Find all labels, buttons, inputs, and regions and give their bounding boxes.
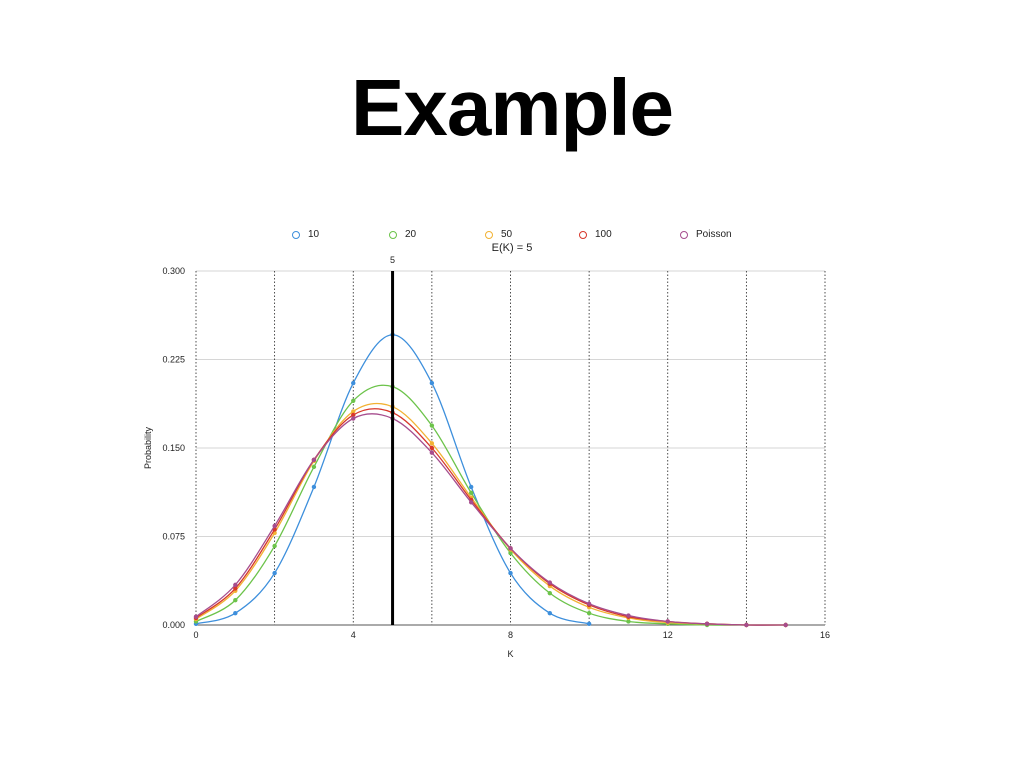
legend-item-20: 20 [389,229,416,240]
x-tick-label: 12 [663,630,673,640]
data-point [744,622,749,628]
data-point [272,523,277,529]
data-point [351,412,356,418]
data-point [351,416,356,421]
data-point [508,570,513,576]
legend-label: Poisson [696,229,732,240]
data-point [272,543,277,549]
data-point [586,621,592,627]
data-point [704,621,710,627]
series-line-20 [195,384,786,626]
data-point [311,484,317,490]
data-point [233,586,238,591]
legend-marker-icon [579,230,587,239]
data-point [468,500,474,505]
x-tick-label: 16 [820,630,830,640]
data-point [233,611,238,616]
x-tick-label: 4 [351,630,356,640]
legend-marker-icon [485,230,493,239]
legend-item-poisson: Poisson [680,229,732,240]
legend-marker-icon [389,230,397,239]
data-point [547,611,553,616]
y-tick-label: 0.300 [162,266,185,276]
data-point [547,580,553,585]
data-point [429,450,435,455]
data-point [272,570,277,576]
y-tick-label: 0.150 [162,443,185,453]
data-point [233,598,238,603]
data-point [626,619,631,624]
y-tick-label: 0.000 [162,620,185,630]
x-axis-label: K [507,649,513,659]
chart-title: E(K) = 5 [491,242,533,254]
data-point [351,409,356,414]
legend-item-50: 50 [485,229,512,240]
data-point [586,601,592,606]
legend-item-10: 10 [292,229,319,240]
data-point [311,464,317,470]
x-tick-label: 8 [508,630,513,640]
data-point [468,484,474,490]
series-line-poisson [195,413,786,626]
mean-marker-label: 5 [390,255,395,265]
data-point [508,546,513,551]
data-point [665,619,670,624]
data-point [468,490,474,496]
series-line-50 [195,402,786,626]
data-point [783,622,788,628]
data-point [429,441,435,446]
data-point [547,590,553,596]
y-tick-label: 0.075 [162,532,185,542]
data-point [193,614,199,619]
data-point [626,613,631,618]
legend-marker-icon [292,230,300,239]
legend-label: 10 [308,229,320,240]
data-point [311,457,317,462]
data-point [586,611,592,616]
slide-title: Example [350,63,674,152]
legend-label: 100 [595,229,612,240]
legend-marker-icon [680,230,688,239]
data-point [508,550,513,556]
legend-label: 50 [501,229,513,240]
y-tick-label: 0.225 [162,355,185,365]
data-point [233,582,238,588]
data-point [429,445,435,451]
y-axis-label: Probability [143,426,153,469]
series-line-100 [195,408,786,626]
data-point [429,380,435,386]
legend-item-100: 100 [579,229,612,240]
x-tick-label: 0 [193,630,198,640]
data-point [351,380,356,386]
data-point [429,423,435,428]
data-point [351,398,356,403]
legend-label: 20 [405,229,417,240]
